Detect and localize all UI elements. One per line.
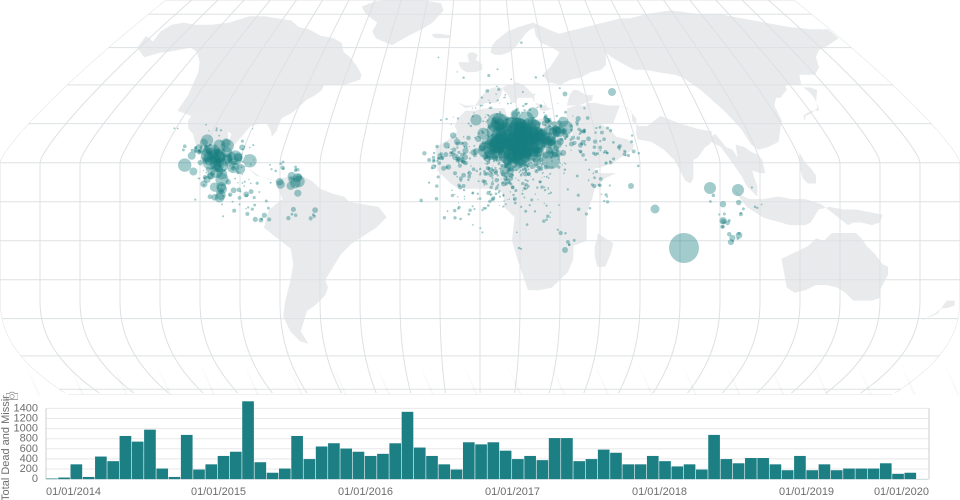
- svg-text:01/01/2017: 01/01/2017: [485, 486, 540, 498]
- svg-text:01/01/2016: 01/01/2016: [338, 486, 393, 498]
- svg-text:01/01/2014: 01/01/2014: [46, 486, 101, 498]
- svg-text:01/01/2020: 01/01/2020: [874, 486, 929, 498]
- svg-text:1400: 1400: [14, 402, 38, 414]
- svg-text:Total Dead and Missing: Total Dead and Missing: [0, 395, 12, 500]
- svg-text:01/01/2015: 01/01/2015: [191, 486, 246, 498]
- svg-text:01/01/2018: 01/01/2018: [632, 486, 687, 498]
- svg-text:01/01/2019: 01/01/2019: [779, 486, 834, 498]
